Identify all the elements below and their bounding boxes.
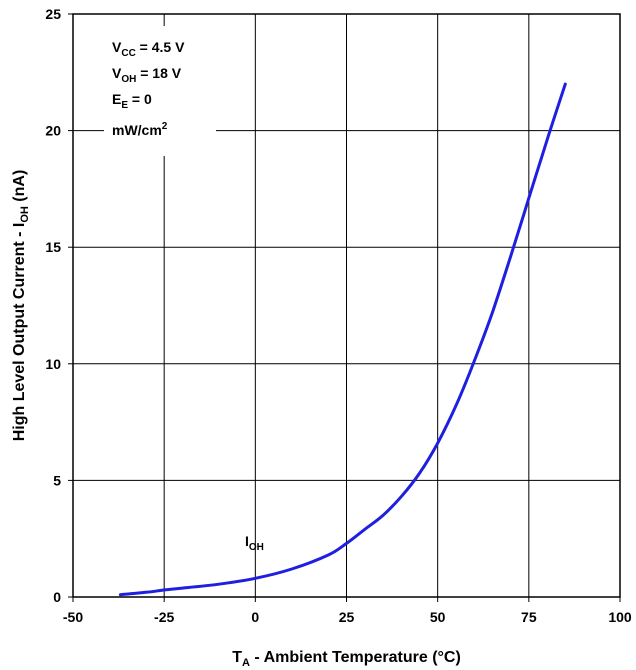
condition-line: VOH = 18 V (112, 65, 182, 85)
condition-line: mW/cm2 (112, 121, 168, 138)
y-axis-title: High Level Output Current - IOH (nA) (11, 170, 31, 442)
condition-line: EE = 0 (112, 91, 152, 111)
y-tick-label: 10 (45, 356, 61, 372)
x-tick-label: 75 (521, 609, 537, 625)
conditions-annotation: VCC = 4.5 V VOH = 18 V EE = 0 mW/cm2 (112, 39, 185, 138)
y-tick-label: 25 (45, 6, 61, 22)
y-tick-label: 0 (53, 589, 61, 605)
x-tick-label: 0 (251, 609, 259, 625)
x-tick-label: 25 (339, 609, 355, 625)
series-layer (118, 82, 567, 597)
x-tick-label: 50 (430, 609, 446, 625)
series-line-ioh (118, 82, 567, 597)
y-tick-label: 20 (45, 123, 61, 139)
y-tick-label: 5 (53, 472, 61, 488)
conditions-box (104, 26, 216, 156)
x-tick-label: 100 (608, 609, 632, 625)
x-tick-label: -25 (154, 609, 174, 625)
x-axis-ticks: -50 -25 0 25 50 75 100 (63, 597, 632, 625)
x-tick-label: -50 (63, 609, 83, 625)
y-axis-ticks: 0 5 10 15 20 25 (45, 6, 73, 605)
condition-line: VCC = 4.5 V (112, 39, 185, 59)
series-label: IOH (245, 533, 264, 553)
x-axis-title: TA - Ambient Temperature (°C) (232, 649, 461, 669)
y-tick-label: 15 (45, 239, 61, 255)
